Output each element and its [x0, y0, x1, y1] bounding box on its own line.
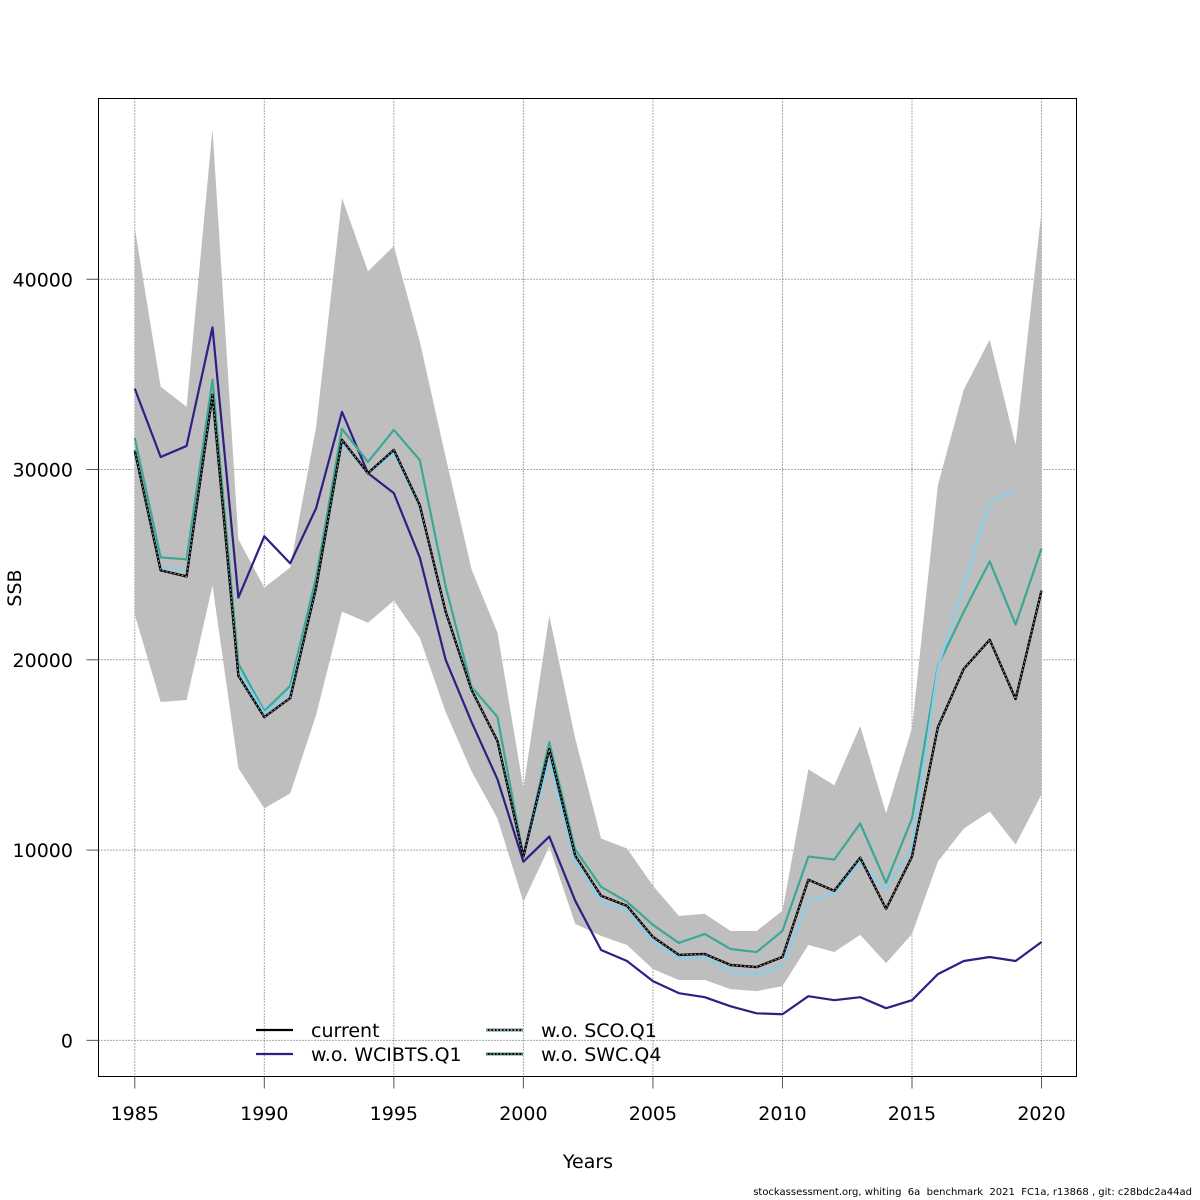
x-tick-label: 1985 — [111, 1103, 159, 1125]
x-tick-label: 2005 — [629, 1103, 677, 1125]
x-tick-label: 1995 — [370, 1103, 418, 1125]
y-tick-label: 30000 — [13, 460, 73, 482]
legend-item: w.o. WCIBTS.Q1 — [256, 1044, 462, 1066]
y-tick-label: 20000 — [13, 650, 73, 672]
y-tick-label: 40000 — [13, 269, 73, 291]
x-axis: 1985 1990 1995 2000 2005 2010 2015 2020 — [111, 1076, 1066, 1125]
x-tick-label: 2000 — [499, 1103, 547, 1125]
legend-label: current — [311, 1020, 380, 1042]
x-axis-title: Years — [562, 1151, 613, 1173]
y-tick-label: 10000 — [13, 840, 73, 862]
series-line — [133, 378, 1043, 954]
y-tick-label: 0 — [61, 1030, 73, 1052]
series-line — [133, 397, 1017, 976]
x-tick-label: 2015 — [888, 1103, 936, 1125]
y-axis: 0 10000 20000 30000 40000 — [13, 269, 99, 1052]
legend-label: w.o. SCO.Q1 — [541, 1020, 657, 1042]
series-w-o-sco-q1 — [133, 397, 1017, 976]
y-axis-title: SSB — [4, 569, 26, 606]
legend-item: current — [256, 1020, 380, 1042]
x-tick-label: 1990 — [240, 1103, 288, 1125]
legend-label: w.o. SWC.Q4 — [541, 1044, 661, 1066]
plot-frame — [98, 98, 1077, 1077]
x-tick-label: 2010 — [758, 1103, 806, 1125]
series-line — [133, 326, 1043, 1016]
legend-label: w.o. WCIBTS.Q1 — [311, 1044, 462, 1066]
legend-item: w.o. SWC.Q4 — [486, 1044, 661, 1066]
legend-item: w.o. SCO.Q1 — [486, 1020, 657, 1042]
footer-credit: stockassessment.org, whiting 6a benchmar… — [753, 1187, 1192, 1198]
legend: current w.o. SCO.Q1 w.o. WCIBTS.Q1 w.o. SWC… — [256, 1020, 661, 1066]
confidence-band — [134, 128, 1042, 992]
series-w-o-wcibts-q1 — [133, 326, 1043, 1016]
series-line-dash — [134, 394, 1043, 968]
series-lines — [133, 326, 1043, 1016]
series-current — [133, 393, 1043, 969]
series-w-o-swc-q4 — [133, 378, 1043, 954]
x-tick-label: 2020 — [1017, 1103, 1065, 1125]
